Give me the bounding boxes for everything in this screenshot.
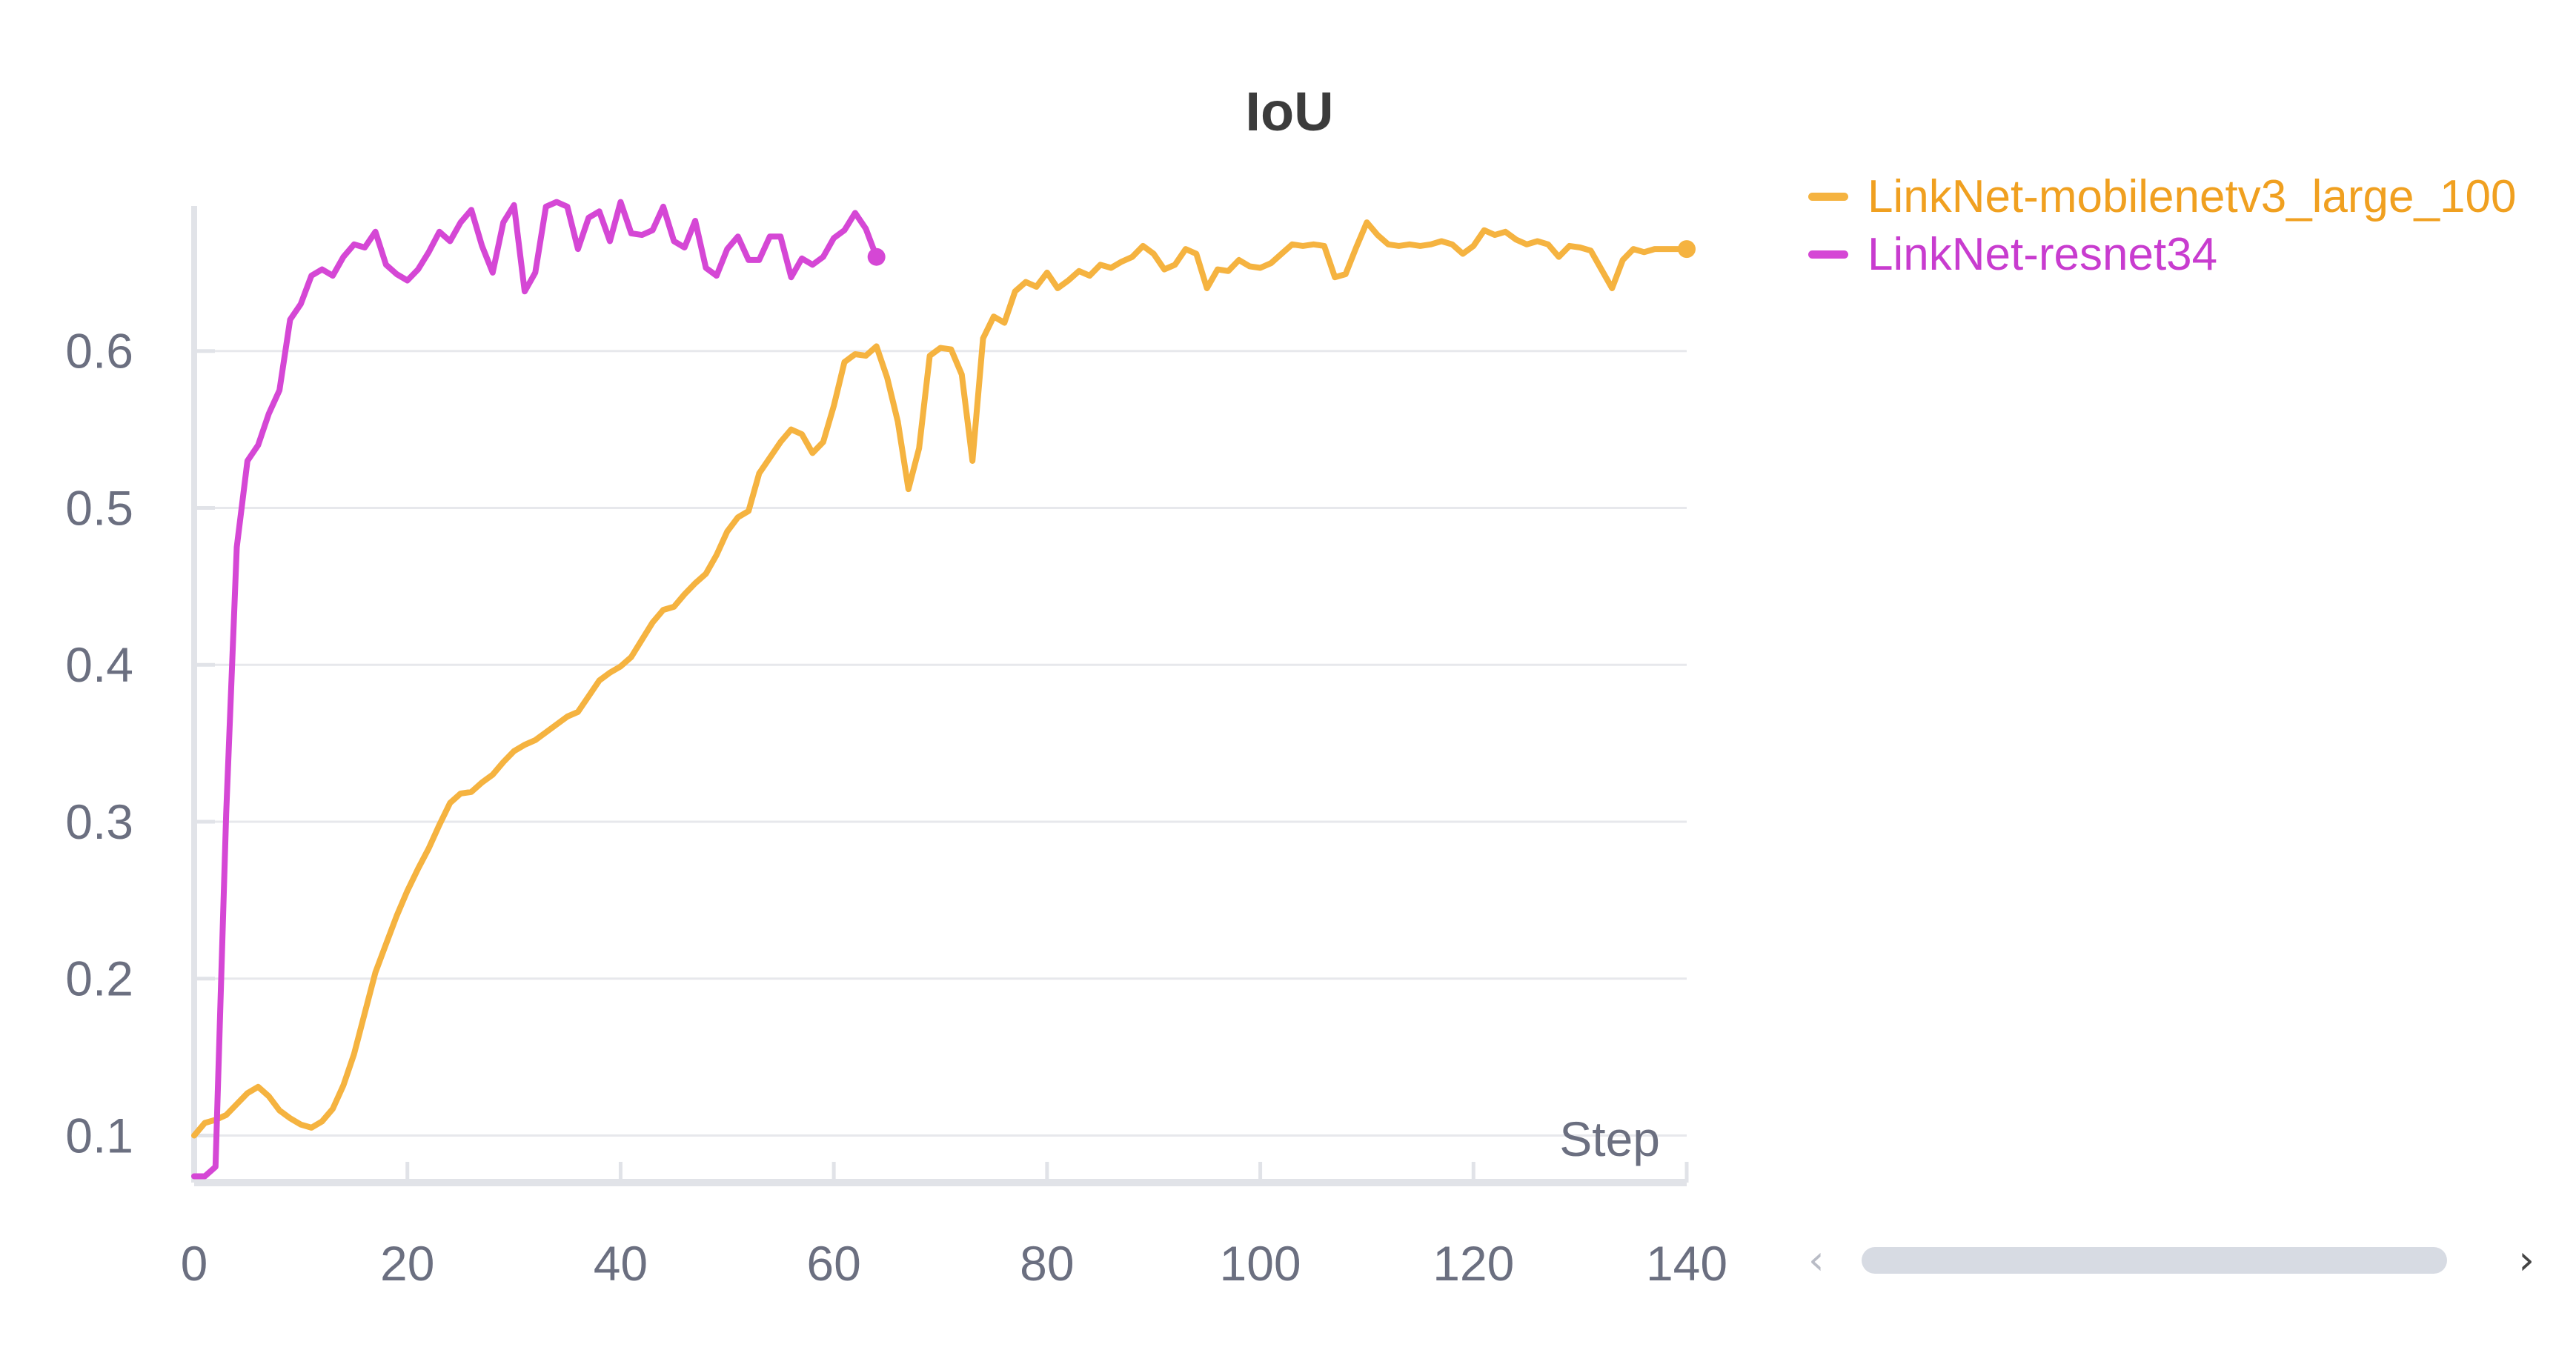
chevron-right-icon[interactable]: › <box>2518 1237 2534 1283</box>
series-line-1 <box>191 199 880 1180</box>
x-tick-label: 120 <box>1433 1236 1514 1291</box>
axes <box>191 206 1689 1186</box>
x-tick-label: 0 <box>181 1236 208 1291</box>
x-tick-label: 80 <box>1020 1236 1074 1291</box>
x-tick-label: 40 <box>594 1236 648 1291</box>
y-tick-label: 0.1 <box>65 1108 133 1163</box>
tick-labels: 0.1 0.2 0.3 0.4 0.5 0.6 0 20 40 60 80 100 120 140 Step <box>65 324 1727 1291</box>
legend-label-resnet34: LinkNet-resnet34 <box>1868 228 2218 280</box>
x-tick-label: 140 <box>1646 1236 1727 1291</box>
legend-label-mobilenetv3: LinkNet-mobilenetv3_large_100 <box>1868 170 2517 222</box>
grid-lines <box>194 350 1687 1137</box>
legend-item-resnet34[interactable]: LinkNet-resnet34 <box>1808 225 2527 283</box>
y-tick-label: 0.4 <box>65 637 133 692</box>
series-line-0 <box>191 219 1690 1139</box>
series-lines <box>191 199 1696 1180</box>
series-end-point-0 <box>1678 240 1696 259</box>
series-end-point-1 <box>867 247 886 266</box>
y-tick-label: 0.2 <box>65 951 133 1006</box>
y-tick-label: 0.5 <box>65 480 133 535</box>
chevron-left-icon[interactable]: ‹ <box>1808 1237 1825 1283</box>
legend-swatch-resnet34 <box>1808 250 1848 259</box>
x-tick-label: 100 <box>1220 1236 1301 1291</box>
legend-item-mobilenetv3[interactable]: LinkNet-mobilenetv3_large_100 <box>1808 167 2527 225</box>
x-tick-label: 60 <box>806 1236 860 1291</box>
x-axis-label: Step <box>1559 1111 1660 1166</box>
y-tick-label: 0.3 <box>65 794 133 849</box>
y-tick-label: 0.6 <box>65 324 133 379</box>
x-tick-label: 20 <box>380 1236 434 1291</box>
chart-title: IoU <box>1245 81 1333 142</box>
legend-swatch-mobilenetv3 <box>1808 192 1848 201</box>
legend-scrollbar[interactable]: ‹ › <box>1808 1237 2534 1283</box>
scroll-thumb[interactable] <box>1862 1247 2447 1274</box>
legend: LinkNet-mobilenetv3_large_100 LinkNet-re… <box>1808 167 2527 283</box>
